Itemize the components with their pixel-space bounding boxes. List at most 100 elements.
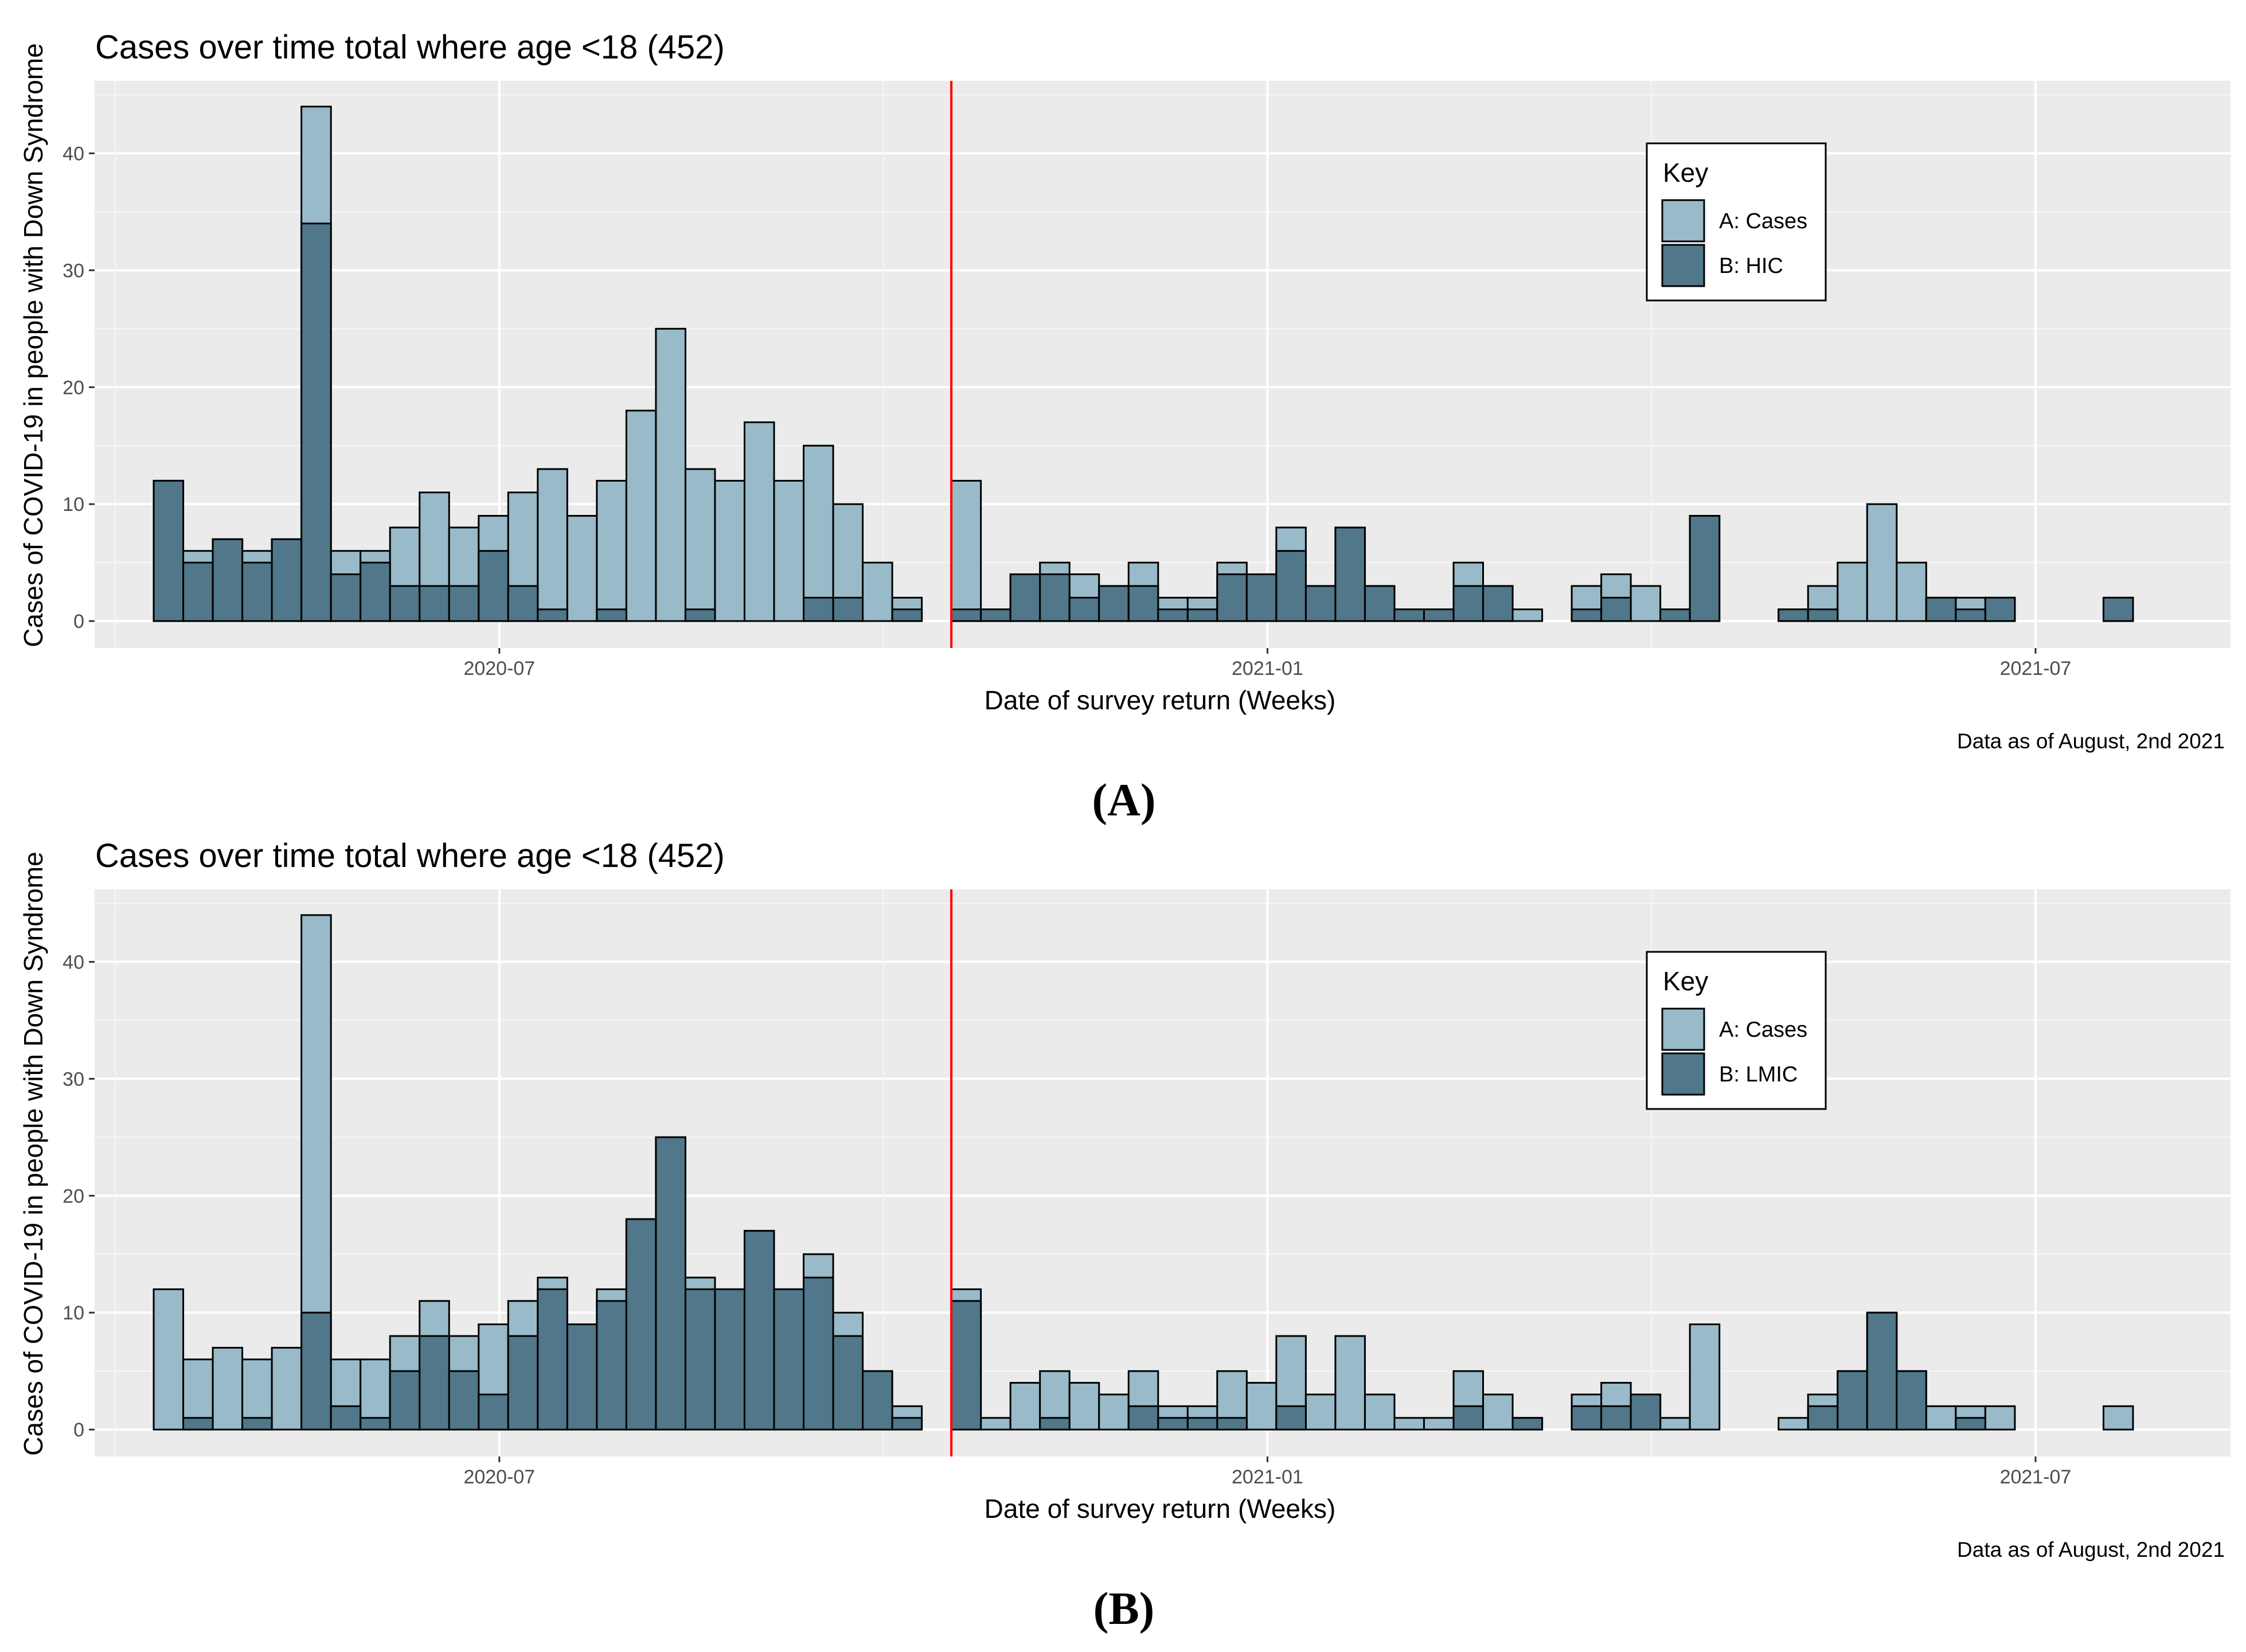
bar-group xyxy=(1925,596,1957,622)
legend: Key A: Cases B: HIC xyxy=(1646,142,1827,302)
bar-group xyxy=(862,1370,893,1431)
bar-group xyxy=(389,1370,421,1431)
x-axis-ticks: 2020-07 2021-01 2021-07 xyxy=(463,1456,2071,1488)
bar-group xyxy=(714,1288,745,1431)
bar-group xyxy=(1423,608,1455,622)
bar-group xyxy=(330,1405,362,1431)
bar-cases xyxy=(1423,1417,1455,1431)
bar-group xyxy=(419,585,450,622)
bar-group xyxy=(1955,608,1986,622)
chart-title: Cases over time total where age <18 (452… xyxy=(95,837,725,874)
bar-cases xyxy=(980,1417,1011,1431)
bar-group xyxy=(625,1218,657,1431)
panel-letter: A xyxy=(1107,775,1140,826)
bar-group xyxy=(655,1136,686,1431)
bar-cases xyxy=(1304,1393,1337,1431)
bar-cases xyxy=(153,1288,185,1431)
bar-cases xyxy=(1068,1382,1100,1431)
chart-title: Cases over time total where age <18 (452… xyxy=(95,29,725,66)
bar-cases xyxy=(1778,1417,1809,1431)
bar-group xyxy=(478,1393,509,1431)
bar-group xyxy=(832,596,864,622)
y-tick-label: 40 xyxy=(63,143,84,165)
y-axis-ticks: 0 10 20 30 40 xyxy=(63,143,95,632)
bar-group xyxy=(1334,526,1366,622)
bar-cases xyxy=(1245,1382,1278,1431)
chart-caption: Data as of August, 2nd 2021 xyxy=(1957,729,2225,753)
bar-cases xyxy=(566,515,598,622)
bar-group xyxy=(360,1417,391,1431)
bar-group xyxy=(1778,608,1809,622)
x-tick-label: 2021-07 xyxy=(2000,658,2072,679)
y-tick-label: 10 xyxy=(63,1302,84,1324)
bar-cases xyxy=(212,1346,244,1431)
chart-panel-b: Cases over time total where age <18 (452… xyxy=(18,837,2231,1634)
bar-group xyxy=(1068,596,1100,622)
bar-cases xyxy=(743,421,775,622)
legend-title: Key xyxy=(1663,158,1708,188)
bar-group xyxy=(743,1229,775,1431)
bar-group xyxy=(980,608,1011,622)
bar-group xyxy=(950,1300,982,1431)
bar-cases xyxy=(596,479,627,622)
chart-caption: Data as of August, 2nd 2021 xyxy=(1957,1538,2225,1561)
bar-group xyxy=(1127,1405,1159,1431)
group-bars xyxy=(182,1136,1986,1431)
bar-group xyxy=(1511,1417,1544,1431)
legend-swatch-cases xyxy=(1661,199,1705,243)
bar-cases xyxy=(862,561,893,622)
bar-group xyxy=(1009,573,1041,622)
bar-cases xyxy=(271,1346,303,1431)
x-tick-label: 2020-07 xyxy=(463,1466,535,1488)
bar-cases xyxy=(1482,1393,1514,1431)
bar-group xyxy=(507,585,539,622)
y-tick-label: 30 xyxy=(63,260,84,282)
bar-group xyxy=(389,585,421,622)
bar-cases xyxy=(1364,1393,1396,1431)
bar-group xyxy=(1689,515,1721,622)
bar-group xyxy=(271,538,303,622)
bar-group xyxy=(537,1288,568,1431)
bar-cases xyxy=(2102,1405,2134,1431)
bar-group xyxy=(182,1417,214,1431)
bar-group xyxy=(360,561,391,622)
bar-group xyxy=(1275,1405,1307,1431)
legend-swatch-group xyxy=(1661,1052,1705,1096)
group-bars xyxy=(153,222,2134,622)
bar-group xyxy=(684,608,716,622)
y-tick-label: 0 xyxy=(73,611,84,632)
legend-swatch-cases xyxy=(1661,1007,1705,1051)
y-tick-label: 30 xyxy=(63,1068,84,1090)
bar-group xyxy=(1571,608,1603,622)
bar-group xyxy=(507,1335,539,1431)
bar-group xyxy=(419,1335,450,1431)
bar-group xyxy=(1482,585,1514,622)
bar-group xyxy=(1866,1311,1898,1431)
bar-group xyxy=(596,1300,627,1431)
bar-group xyxy=(2102,596,2134,622)
bar-group xyxy=(1039,573,1071,622)
y-axis-label: Cases of COVID-19 in people with Down Sy… xyxy=(18,43,48,647)
bar-group xyxy=(1216,573,1248,622)
bar-group xyxy=(832,1335,864,1431)
bar-cases xyxy=(655,327,686,622)
bar-group xyxy=(1807,1405,1839,1431)
x-axis-label: Date of survey return (Weeks) xyxy=(985,1494,1336,1524)
bar-group xyxy=(448,1370,480,1431)
bar-cases xyxy=(1896,561,1927,622)
bar-group xyxy=(803,1276,834,1431)
bar-group xyxy=(1364,585,1396,622)
bar-group xyxy=(891,608,923,622)
bar-group xyxy=(1452,1405,1485,1431)
bar-cases xyxy=(625,409,657,622)
legend-label-group: B: HIC xyxy=(1719,254,1783,278)
bar-cases xyxy=(1837,561,1868,622)
panel-label: (B) xyxy=(1093,1584,1155,1634)
bar-group xyxy=(1098,585,1130,622)
bar-group xyxy=(1157,1417,1189,1431)
bar-cases xyxy=(773,479,805,622)
legend-label-group: B: LMIC xyxy=(1719,1063,1798,1087)
bar-group xyxy=(1216,1417,1248,1431)
bar-group xyxy=(596,608,627,622)
